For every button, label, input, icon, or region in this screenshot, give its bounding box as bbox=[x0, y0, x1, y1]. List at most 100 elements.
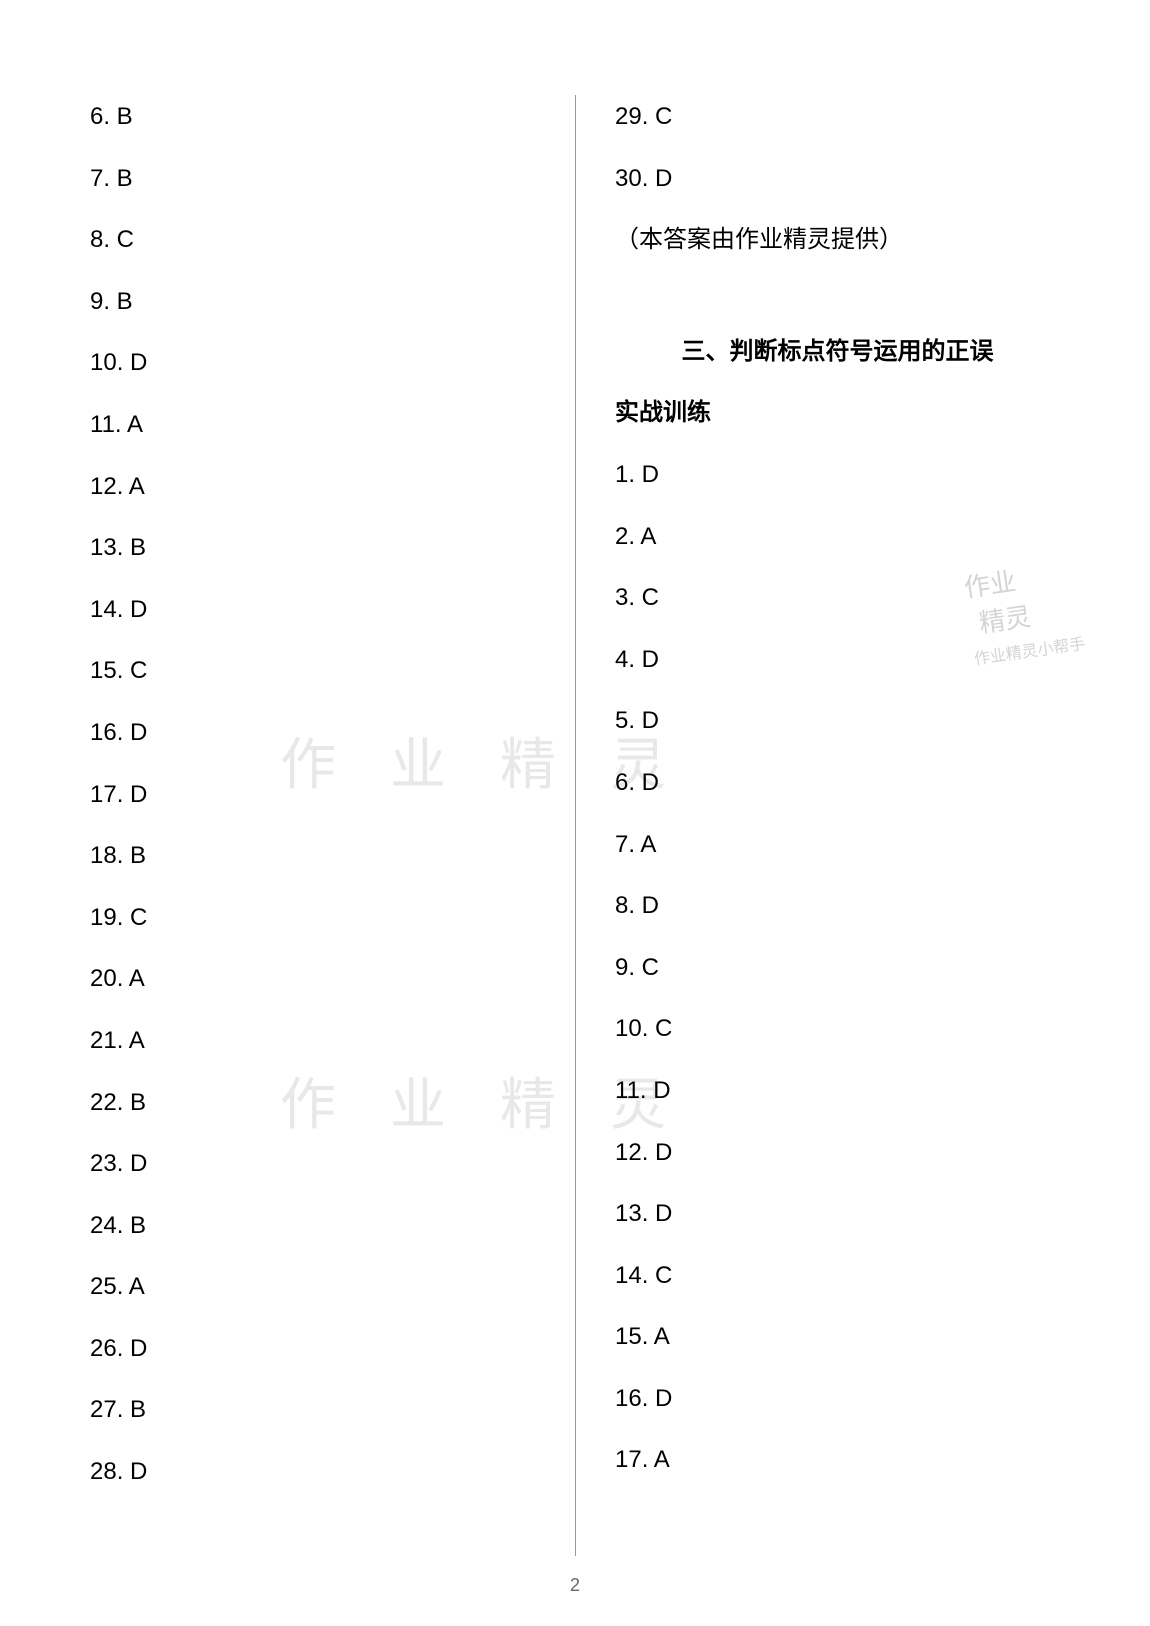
left-column: 6. B7. B8. C9. B10. D11. A12. A13. B14. … bbox=[90, 100, 575, 1586]
answer-number: 6. bbox=[90, 103, 110, 130]
answer-number: 22. bbox=[90, 1089, 123, 1116]
answer-letter: C bbox=[635, 584, 659, 611]
answer-letter: D bbox=[647, 1077, 671, 1104]
answer-number: 17. bbox=[615, 1446, 648, 1473]
answer-item: 13. B bbox=[90, 531, 535, 565]
answer-letter: C bbox=[110, 226, 134, 253]
answer-letter: D bbox=[635, 892, 659, 919]
answer-item: 15. A bbox=[615, 1320, 1060, 1354]
answer-letter: B bbox=[123, 1089, 146, 1116]
answer-letter: C bbox=[648, 1262, 672, 1289]
answer-number: 9. bbox=[615, 954, 635, 981]
answer-number: 2. bbox=[615, 523, 635, 550]
answer-letter: B bbox=[123, 1396, 146, 1423]
answer-number: 12. bbox=[90, 473, 123, 500]
answer-number: 15. bbox=[615, 1323, 648, 1350]
answer-letter: A bbox=[648, 1446, 669, 1473]
answer-letter: A bbox=[122, 411, 143, 438]
answer-item: 2. A bbox=[615, 520, 1060, 554]
answer-letter: D bbox=[123, 349, 147, 376]
answer-item: 14. C bbox=[615, 1259, 1060, 1293]
answer-item: 10. D bbox=[90, 346, 535, 380]
answer-number: 12. bbox=[615, 1139, 648, 1166]
answer-item: 28. D bbox=[90, 1455, 535, 1489]
answer-number: 8. bbox=[90, 226, 110, 253]
answer-item: 20. A bbox=[90, 962, 535, 996]
answer-item: 6. B bbox=[90, 100, 535, 134]
answer-letter: A bbox=[635, 831, 656, 858]
answer-number: 3. bbox=[615, 584, 635, 611]
answer-letter: D bbox=[123, 596, 147, 623]
answer-item: 5. D bbox=[615, 704, 1060, 738]
answer-number: 4. bbox=[615, 646, 635, 673]
answer-item: 12. A bbox=[90, 470, 535, 504]
answer-letter: D bbox=[635, 461, 659, 488]
answer-number: 28. bbox=[90, 1458, 123, 1485]
answer-item: 3. C bbox=[615, 581, 1060, 615]
answer-letter: C bbox=[635, 954, 659, 981]
answer-letter: C bbox=[648, 1015, 672, 1042]
answer-item: 9. B bbox=[90, 285, 535, 319]
answer-item: 11. D bbox=[615, 1074, 1060, 1108]
answer-item: 19. C bbox=[90, 901, 535, 935]
answer-letter: C bbox=[648, 103, 672, 130]
answer-letter: B bbox=[123, 1212, 146, 1239]
answer-letter: D bbox=[648, 1200, 672, 1227]
column-divider bbox=[575, 95, 576, 1556]
content-container: 6. B7. B8. C9. B10. D11. A12. A13. B14. … bbox=[0, 0, 1150, 1626]
answer-item: 21. A bbox=[90, 1024, 535, 1058]
answer-item: 18. B bbox=[90, 839, 535, 873]
answer-letter: D bbox=[123, 719, 147, 746]
answer-letter: B bbox=[110, 165, 133, 192]
answer-number: 13. bbox=[90, 534, 123, 561]
answer-number: 11. bbox=[90, 411, 122, 438]
answer-number: 18. bbox=[90, 842, 123, 869]
answer-item: 25. A bbox=[90, 1270, 535, 1304]
answer-number: 13. bbox=[615, 1200, 648, 1227]
answer-number: 5. bbox=[615, 707, 635, 734]
answer-letter: B bbox=[123, 842, 146, 869]
answer-letter: D bbox=[123, 1150, 147, 1177]
answer-letter: D bbox=[123, 1458, 147, 1485]
answer-item: 22. B bbox=[90, 1086, 535, 1120]
answer-number: 14. bbox=[90, 596, 123, 623]
answer-letter: A bbox=[648, 1323, 669, 1350]
answer-letter: B bbox=[123, 534, 146, 561]
answer-number: 27. bbox=[90, 1396, 123, 1423]
answer-source-note: （本答案由作业精灵提供） bbox=[615, 223, 1060, 257]
subsection-title: 实战训练 bbox=[615, 396, 1060, 430]
answer-item: 8. D bbox=[615, 889, 1060, 923]
answer-number: 6. bbox=[615, 769, 635, 796]
answer-number: 11. bbox=[615, 1077, 647, 1104]
answer-number: 30. bbox=[615, 165, 648, 192]
answer-item: 17. A bbox=[615, 1443, 1060, 1477]
answer-number: 20. bbox=[90, 965, 123, 992]
answer-letter: D bbox=[648, 1385, 672, 1412]
answer-item: 26. D bbox=[90, 1332, 535, 1366]
answer-item: 27. B bbox=[90, 1393, 535, 1427]
answer-number: 23. bbox=[90, 1150, 123, 1177]
answer-letter: D bbox=[648, 1139, 672, 1166]
answer-number: 17. bbox=[90, 781, 123, 808]
answer-number: 16. bbox=[615, 1385, 648, 1412]
answer-letter: D bbox=[635, 707, 659, 734]
answer-number: 10. bbox=[615, 1015, 648, 1042]
answer-item: 15. C bbox=[90, 654, 535, 688]
answer-letter: A bbox=[123, 965, 144, 992]
answer-letter: D bbox=[635, 646, 659, 673]
answer-item: 10. C bbox=[615, 1012, 1060, 1046]
answer-item: 16. D bbox=[615, 1382, 1060, 1416]
answer-number: 25. bbox=[90, 1273, 123, 1300]
answer-letter: D bbox=[123, 781, 147, 808]
answer-item: 14. D bbox=[90, 593, 535, 627]
section-title: 三、判断标点符号运用的正误 bbox=[615, 335, 1060, 369]
answer-number: 10. bbox=[90, 349, 123, 376]
answer-item: 23. D bbox=[90, 1147, 535, 1181]
answer-number: 9. bbox=[90, 288, 110, 315]
answer-letter: C bbox=[123, 904, 147, 931]
answer-item: 29. C bbox=[615, 100, 1060, 134]
answer-letter: A bbox=[123, 1273, 144, 1300]
answer-item: 17. D bbox=[90, 778, 535, 812]
answer-number: 29. bbox=[615, 103, 648, 130]
answer-letter: A bbox=[123, 1027, 144, 1054]
